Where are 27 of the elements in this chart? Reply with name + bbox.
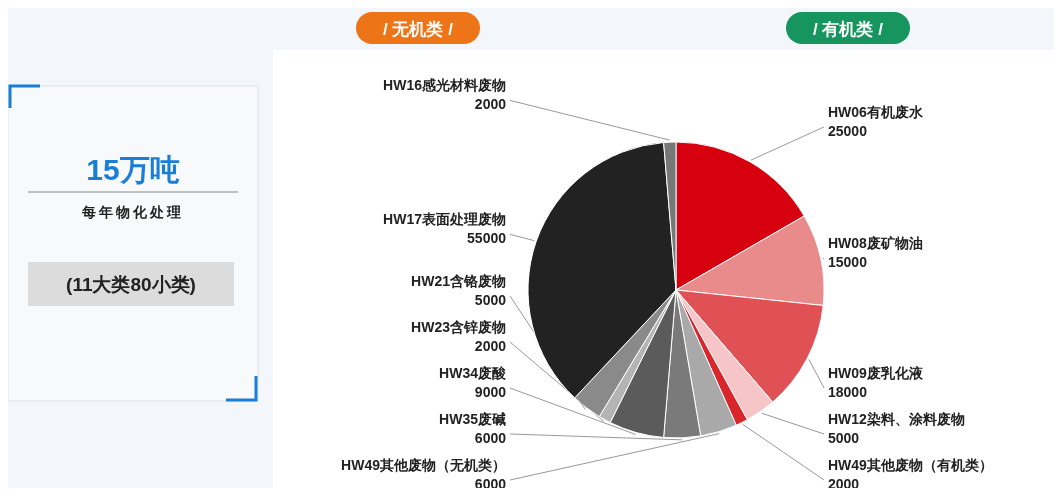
slice-label: HW06有机废水 [828,103,924,120]
data-label: 25000 [828,122,868,139]
data-label: 5000 [474,292,507,308]
slice-label: HW34废酸 [439,365,507,381]
text: 每年物化处理 [81,204,184,220]
slice-label: HW49其他废物（无机类） [341,457,506,473]
slice-label: HW23含锌废物 [411,319,506,335]
text: / 无机类 / [383,20,454,39]
data-label: 2000 [474,96,507,113]
text: (11大类80小类) [66,274,196,295]
text: / 有机类 / [813,20,884,39]
data-label: 5000 [828,430,860,446]
data-label: 2000 [474,338,507,354]
slice-label: HW21含铬废物 [411,273,506,289]
slice-label: HW09废乳化液 [828,365,924,381]
text: 15万吨 [86,153,180,186]
data-label: 18000 [828,384,868,400]
data-label: 6000 [474,430,507,446]
slice-label: HW35废碱 [439,411,506,427]
data-label: 15000 [828,254,868,271]
slice-label: HW12染料、涂料废物 [828,411,965,427]
slice-label: HW08废矿物油 [828,235,923,252]
data-label: 55000 [467,230,507,247]
slice-label: HW16感光材料废物 [383,77,506,94]
slice-label: HW49其他废物（有机类） [828,457,993,473]
data-label: 9000 [474,384,507,400]
slice-label: HW17表面处理废物 [383,211,506,228]
